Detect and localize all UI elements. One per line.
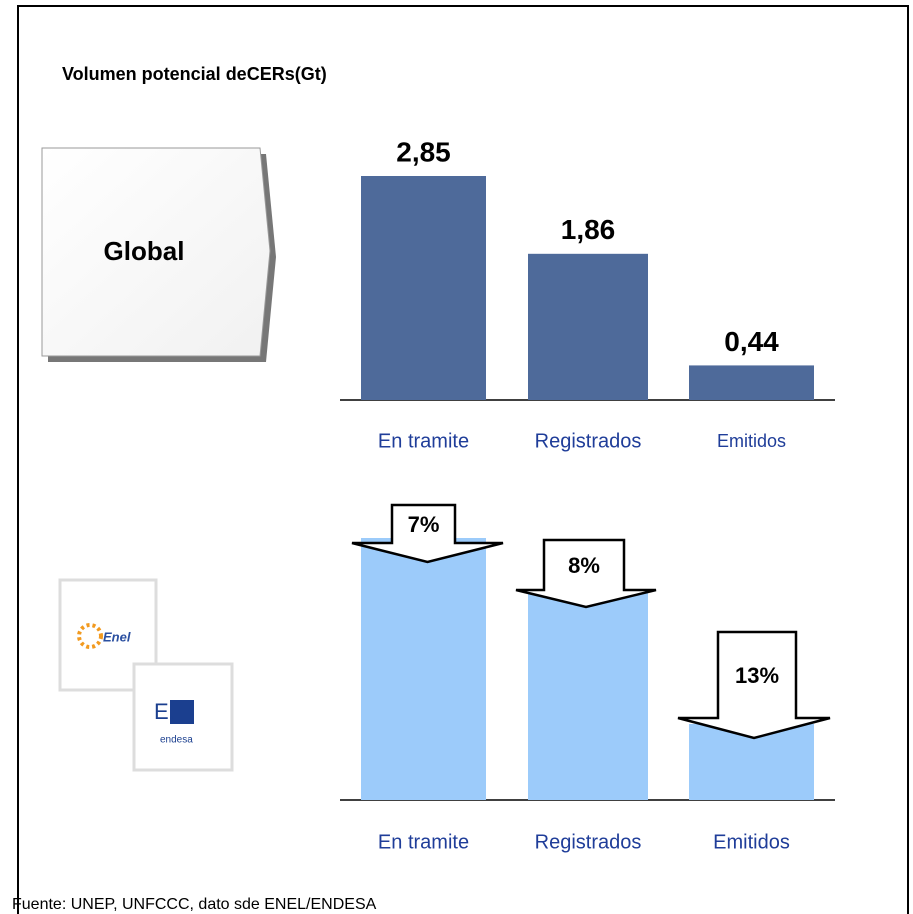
x-tick-label: Emitidos [717,431,786,451]
logo-text: Enel [103,629,131,644]
value-label: 1,86 [561,214,616,245]
value-label: 0,44 [724,326,779,357]
bar [689,365,814,400]
x-tick-label: En tramite [378,430,469,452]
percent-arrow [515,538,657,609]
footnote: Fuente: UNEP, UNFCCC, dato sde ENEL/ENDE… [12,896,377,913]
x-tick-label: Emitidos [713,831,790,853]
x-tick-label: Registrados [535,430,642,452]
logo-text: endesa [160,735,193,746]
x-tick-label: En tramite [378,831,469,853]
bar-shape [361,538,486,800]
percent-arrow [351,503,504,564]
bar [528,253,648,400]
percent-arrow [677,630,831,740]
percent-label: 13% [735,663,779,688]
endesa-logo: E. endesa [132,662,234,772]
x-tick-label: Registrados [535,831,642,853]
global-label: Global [104,236,185,266]
global-box [41,147,271,357]
percent-label: 7% [408,512,440,537]
percent-label: 8% [568,553,600,578]
chart-title: Volumen potencial deCERs(Gt) [62,64,327,84]
lower-bars [361,538,814,800]
bar-shape [528,592,648,800]
value-label: 2,85 [396,136,451,167]
logo-text: E. [154,699,175,724]
bar [361,176,486,400]
frame [17,5,909,914]
